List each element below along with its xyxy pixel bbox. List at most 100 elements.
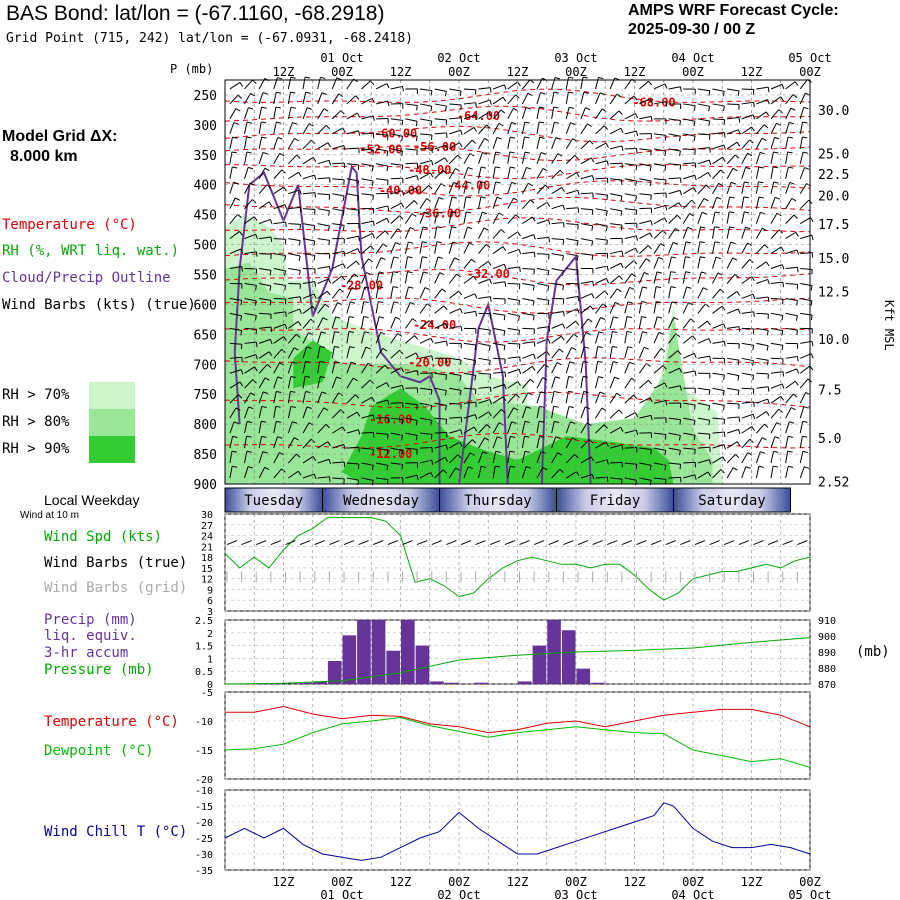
wind-barb bbox=[536, 467, 544, 479]
wind-barb-flag bbox=[555, 376, 561, 379]
wind-barb-flag bbox=[734, 273, 740, 278]
wind-barb-flag bbox=[401, 190, 405, 196]
wind-barb bbox=[361, 414, 374, 419]
wind-barb bbox=[785, 122, 790, 135]
wind-barb-flag bbox=[386, 180, 389, 186]
wind-barb bbox=[683, 118, 696, 122]
wind-barb-flag bbox=[759, 151, 765, 155]
wind-barb bbox=[463, 426, 475, 434]
bottom-day-label: 01 Oct bbox=[320, 888, 363, 900]
height-tick-label: 5.0 bbox=[818, 432, 841, 447]
wind-barb-flag bbox=[599, 92, 605, 96]
wind-barb-flag bbox=[340, 409, 345, 414]
wind-barb-flag bbox=[407, 256, 413, 259]
wind-barb-flag bbox=[568, 390, 574, 393]
wind-barb-flag bbox=[635, 464, 638, 470]
wind-barb-flag bbox=[745, 226, 751, 230]
wind-barb bbox=[638, 286, 643, 299]
wind-barb-flag bbox=[730, 181, 736, 185]
wind-barb-flag bbox=[518, 330, 521, 336]
wind-barb-flag bbox=[422, 256, 428, 259]
wind-barb bbox=[712, 387, 725, 392]
wind-barb-flag bbox=[558, 348, 564, 353]
height-tick-label: 10.0 bbox=[818, 333, 849, 348]
wind-barb bbox=[288, 308, 300, 314]
wind-barb-flag bbox=[248, 107, 254, 110]
wind-barb-flag bbox=[327, 441, 331, 447]
wind-barb bbox=[346, 78, 354, 90]
wind-barb bbox=[229, 466, 233, 479]
top-tick-label: 12Z bbox=[507, 65, 529, 79]
wind-barb-flag bbox=[357, 210, 360, 216]
wind-barb bbox=[288, 238, 301, 242]
wind-barb-flag bbox=[761, 137, 767, 141]
wind-barb bbox=[595, 208, 608, 212]
wind-barb bbox=[565, 347, 573, 359]
wind-barb bbox=[244, 251, 257, 255]
wind-barb bbox=[244, 466, 249, 479]
wind-barb-flag bbox=[269, 270, 272, 276]
wind-barb-flag bbox=[590, 456, 595, 462]
wind-barb-flag bbox=[386, 450, 389, 456]
wind-barb bbox=[434, 387, 447, 392]
wind-barb-flag bbox=[540, 391, 546, 394]
wind-barb-flag bbox=[693, 187, 697, 193]
wind-barb-flag bbox=[365, 346, 371, 350]
wind-barb-flag bbox=[707, 172, 712, 177]
wind-barb bbox=[726, 129, 739, 135]
wind-barb-flag bbox=[612, 331, 618, 333]
wind-barb-flag bbox=[352, 377, 358, 382]
wind-barb-flag bbox=[261, 420, 267, 423]
wind-barb bbox=[346, 273, 355, 284]
wind-barb bbox=[770, 213, 778, 224]
wind-barb-flag bbox=[633, 394, 638, 400]
bottom-tick-label: 12Z bbox=[741, 875, 763, 889]
precip-panel-tick-label: 0 bbox=[207, 680, 213, 691]
wind-barb-flag bbox=[232, 166, 238, 169]
true-wind-barb bbox=[504, 540, 516, 546]
wind-barb-flag bbox=[603, 424, 608, 429]
legend-wind-speed: Wind Spd (kts) bbox=[44, 529, 163, 545]
wind-barb-flag bbox=[650, 415, 653, 421]
pressure-tick-label: 350 bbox=[194, 149, 217, 164]
wind-barb-flag bbox=[694, 370, 697, 376]
wind-barb-flag bbox=[430, 434, 433, 440]
wind-barb bbox=[756, 244, 765, 254]
legend-dewpoint: Dewpoint (°C) bbox=[44, 743, 154, 759]
wind-barb-flag bbox=[674, 228, 680, 232]
wind-barb-flag bbox=[290, 376, 296, 379]
wind-barb bbox=[609, 444, 622, 449]
wind-barb-flag bbox=[294, 138, 299, 142]
wind-barb-flag bbox=[795, 231, 799, 237]
wind-barb-flag bbox=[811, 341, 814, 347]
wind-barb-flag bbox=[752, 360, 755, 366]
wind-barb-flag bbox=[605, 441, 609, 447]
wind-barb-flag bbox=[679, 464, 682, 470]
wind-barb-flag bbox=[547, 300, 550, 306]
true-wind-barb bbox=[256, 540, 267, 546]
wind-barb-flag bbox=[533, 353, 536, 359]
wind-barb bbox=[273, 204, 286, 210]
wind-barb-flag bbox=[664, 83, 668, 89]
wind-barb bbox=[244, 136, 248, 149]
wind-barb-flag bbox=[583, 361, 589, 363]
top-tick-label: 12Z bbox=[741, 65, 763, 79]
legend-precip-liq: liq. equiv. bbox=[44, 628, 137, 644]
weekday-band bbox=[322, 487, 440, 513]
model-grid-value: 8.000 km bbox=[10, 148, 78, 165]
wind-barb-flag bbox=[723, 374, 725, 381]
wind-barb bbox=[799, 466, 805, 479]
wind-barb bbox=[463, 153, 471, 165]
wind-barb bbox=[536, 406, 540, 419]
wind-barb bbox=[726, 168, 734, 180]
wind-barb-flag bbox=[515, 94, 520, 99]
wind-barb bbox=[448, 241, 454, 254]
wind-barb-flag bbox=[342, 127, 346, 133]
wind-barb-flag bbox=[723, 144, 726, 150]
wind-barb-flag bbox=[357, 195, 360, 202]
wind-barb bbox=[799, 183, 807, 194]
wind-barb-flag bbox=[487, 261, 492, 266]
wind-barb bbox=[258, 351, 270, 359]
wind-barb bbox=[609, 288, 618, 299]
wind-barb-flag bbox=[313, 293, 317, 299]
